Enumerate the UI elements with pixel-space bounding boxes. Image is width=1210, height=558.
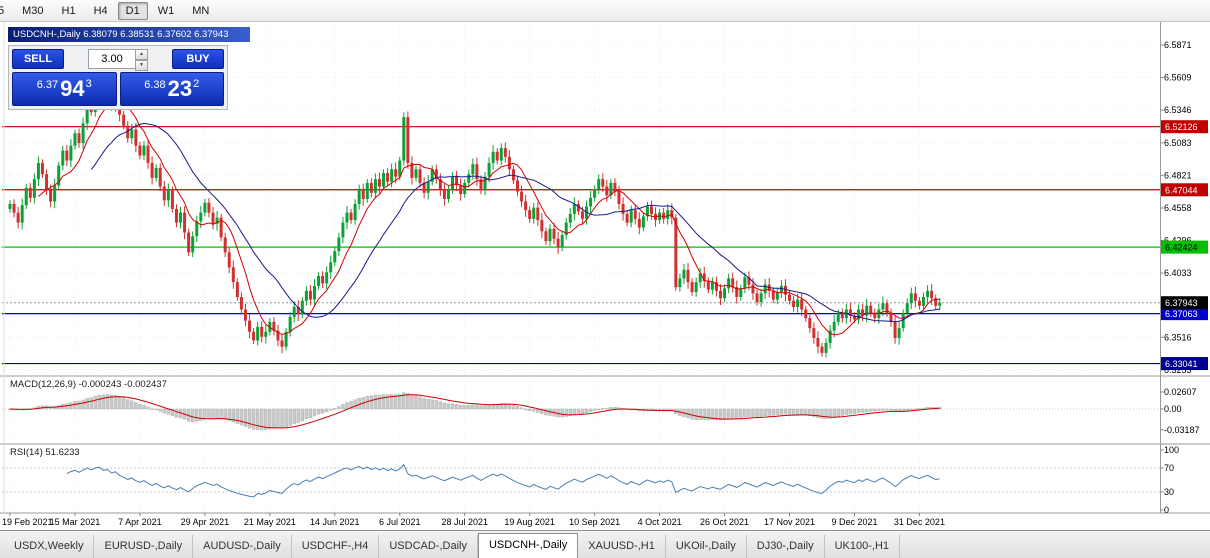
- svg-text:6.42424: 6.42424: [1165, 243, 1198, 253]
- svg-text:6.5083: 6.5083: [1164, 138, 1192, 148]
- sell-button[interactable]: SELL: [12, 49, 64, 69]
- svg-text:6.5346: 6.5346: [1164, 105, 1192, 115]
- svg-text:10 Sep 2021: 10 Sep 2021: [569, 517, 620, 527]
- buy-button[interactable]: BUY: [172, 49, 224, 69]
- tab-dj30-daily[interactable]: DJ30-,Daily: [747, 535, 825, 558]
- tab-usdcad-daily[interactable]: USDCAD-,Daily: [379, 535, 478, 558]
- tab-audusd-daily[interactable]: AUDUSD-,Daily: [193, 535, 292, 558]
- svg-text:26 Oct 2021: 26 Oct 2021: [700, 517, 749, 527]
- svg-text:19 Feb 2021: 19 Feb 2021: [2, 517, 53, 527]
- tab-xauusd-h1[interactable]: XAUUSD-,H1: [578, 535, 666, 558]
- svg-text:9 Dec 2021: 9 Dec 2021: [831, 517, 877, 527]
- svg-text:21 May 2021: 21 May 2021: [244, 517, 296, 527]
- svg-text:31 Dec 2021: 31 Dec 2021: [894, 517, 945, 527]
- svg-text:-0.03187: -0.03187: [1164, 425, 1200, 435]
- buy-price-small: 6.38: [144, 78, 166, 91]
- sell-price-big: 94: [60, 76, 85, 101]
- buy-price-sup: 2: [193, 77, 200, 90]
- svg-text:6 Jul 2021: 6 Jul 2021: [379, 517, 421, 527]
- svg-text:6.3516: 6.3516: [1164, 332, 1192, 342]
- volume-control: ▲ ▼: [70, 49, 166, 71]
- svg-text:14 Jun 2021: 14 Jun 2021: [310, 517, 360, 527]
- svg-text:6.33041: 6.33041: [1165, 359, 1198, 369]
- svg-text:17 Nov 2021: 17 Nov 2021: [764, 517, 815, 527]
- svg-text:4 Oct 2021: 4 Oct 2021: [638, 517, 682, 527]
- volume-up-button[interactable]: ▲: [135, 49, 148, 60]
- tab-usdchf-h4[interactable]: USDCHF-,H4: [292, 535, 380, 558]
- rsi-label: RSI(14) 51.6233: [10, 447, 80, 458]
- tab-uk100-h1[interactable]: UK100-,H1: [825, 535, 901, 558]
- sell-price-display[interactable]: 6.37 94 3: [12, 72, 117, 106]
- svg-text:6.4033: 6.4033: [1164, 268, 1192, 278]
- svg-text:6.5609: 6.5609: [1164, 73, 1192, 83]
- timeframe-button-w1[interactable]: W1: [157, 4, 175, 17]
- tab-usdx-weekly[interactable]: USDX,Weekly: [4, 535, 95, 558]
- svg-text:0.00: 0.00: [1164, 404, 1182, 414]
- svg-text:6.37943: 6.37943: [1165, 298, 1198, 308]
- macd-label: MACD(12,26,9) -0.000243 -0.002437: [10, 379, 167, 390]
- svg-text:6.47044: 6.47044: [1165, 185, 1198, 195]
- tab-usdcnh-daily[interactable]: USDCNH-,Daily: [477, 533, 579, 558]
- svg-text:19 Aug 2021: 19 Aug 2021: [504, 517, 555, 527]
- timeframe-button-m30[interactable]: M30: [22, 4, 44, 17]
- volume-down-button[interactable]: ▼: [135, 60, 148, 71]
- svg-text:28 Jul 2021: 28 Jul 2021: [441, 517, 488, 527]
- svg-text:0: 0: [1164, 505, 1169, 515]
- buy-price-big: 23: [167, 76, 193, 101]
- svg-text:15 Mar 2021: 15 Mar 2021: [50, 517, 101, 527]
- svg-text:6.37063: 6.37063: [1165, 309, 1198, 319]
- svg-text:7 Apr 2021: 7 Apr 2021: [118, 517, 162, 527]
- timeframe-button-5[interactable]: 5: [0, 2, 12, 20]
- chart-title: USDCNH-,Daily 6.38079 6.38531 6.37602 6.…: [13, 29, 229, 40]
- svg-text:6.4821: 6.4821: [1164, 170, 1192, 180]
- svg-text:6.4558: 6.4558: [1164, 203, 1192, 213]
- timeframe-button-h4[interactable]: H4: [93, 4, 108, 17]
- timeframe-button-h1[interactable]: H1: [61, 4, 76, 17]
- sell-price-small: 6.37: [36, 78, 59, 91]
- chart-tabbar: USDX,Weekly EURUSD-,Daily AUDUSD-,Daily USD…: [0, 530, 1210, 558]
- tab-ukoil-daily[interactable]: UKOil-,Daily: [666, 535, 747, 558]
- svg-text:100: 100: [1164, 445, 1179, 455]
- tab-eurusd-daily[interactable]: EURUSD-,Daily: [94, 535, 194, 558]
- timeframe-toolbar: 5 M30 H1 H4 D1 W1 MN: [0, 0, 1210, 22]
- timeframe-button-d1[interactable]: D1: [117, 1, 148, 20]
- timeframe-button-mn[interactable]: MN: [192, 4, 210, 17]
- svg-text:6.5871: 6.5871: [1164, 40, 1192, 50]
- svg-text:6.52126: 6.52126: [1165, 122, 1198, 132]
- svg-text:0.02607: 0.02607: [1164, 387, 1197, 397]
- svg-text:30: 30: [1164, 487, 1174, 497]
- sell-price-sup: 3: [85, 77, 92, 90]
- svg-text:70: 70: [1164, 463, 1174, 473]
- volume-input[interactable]: [88, 49, 135, 69]
- buy-price-display[interactable]: 6.38 23 2: [119, 72, 224, 106]
- svg-text:6.4296: 6.4296: [1164, 235, 1192, 245]
- chart-title-bar[interactable]: USDCNH-,Daily 6.38079 6.38531 6.37602 6.…: [8, 27, 250, 42]
- svg-text:29 Apr 2021: 29 Apr 2021: [181, 517, 230, 527]
